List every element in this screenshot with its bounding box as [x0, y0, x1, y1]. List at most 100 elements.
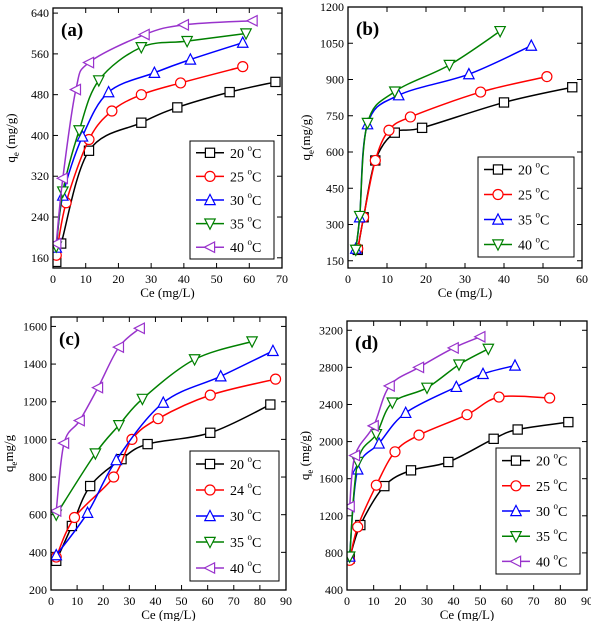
legend-value: 25 — [518, 189, 536, 204]
x-tick-label: 20 — [420, 272, 432, 286]
data-point — [443, 456, 454, 468]
data-point — [369, 154, 381, 167]
legend-marker — [492, 164, 504, 175]
legend-value: 25 — [536, 480, 554, 495]
legend-degree: o — [248, 454, 253, 464]
y-tick-label: 1200 — [23, 395, 47, 409]
data-point — [450, 379, 463, 393]
legend-unit: C — [252, 510, 261, 525]
legend-unit: C — [540, 214, 549, 229]
y-tick-label: 3200 — [319, 323, 343, 337]
series-30 — [51, 343, 280, 561]
panel-label: (b) — [356, 19, 379, 40]
data-point — [172, 102, 183, 113]
data-point — [461, 409, 473, 421]
data-point — [389, 446, 401, 458]
data-point — [541, 70, 553, 83]
y-tick-label: 750 — [326, 109, 344, 123]
data-point — [214, 369, 227, 382]
legend-label: 40 oC — [536, 551, 567, 570]
x-tick-label: 30 — [421, 594, 433, 608]
x-tick-label: 60 — [243, 272, 255, 286]
y-axis-label-main: q — [298, 153, 313, 160]
x-tick-label: 10 — [381, 272, 393, 286]
data-point — [176, 18, 190, 32]
data-point — [270, 76, 281, 88]
y-tick-label: 320 — [31, 169, 49, 183]
legend-unit: C — [540, 189, 549, 204]
data-point — [493, 25, 507, 39]
data-point — [475, 86, 487, 98]
data-point — [266, 343, 280, 357]
data-point — [84, 480, 96, 492]
data-point — [563, 416, 574, 428]
x-tick-label: 70 — [528, 594, 540, 608]
legend-label: 35 oC — [230, 532, 261, 551]
legend-value: 30 — [230, 194, 248, 209]
y-tick-label: 1200 — [320, 0, 344, 14]
legend-degree: o — [554, 501, 559, 511]
legend-label: 30 oC — [230, 190, 261, 209]
x-tick-label: 50 — [176, 594, 188, 608]
series-30 — [347, 358, 522, 562]
legend-unit: C — [252, 458, 261, 473]
legend-unit: C — [252, 536, 261, 551]
data-point — [265, 399, 276, 410]
data-point — [111, 340, 125, 354]
data-point — [508, 358, 522, 371]
y-axis-label-unit: (mg/g) — [297, 431, 312, 470]
x-tick-label: 50 — [537, 272, 549, 286]
x-axis-label: Ce (mg/L) — [140, 285, 195, 300]
x-tick-label: 70 — [228, 594, 240, 608]
y-tick-label: 800 — [29, 470, 47, 484]
data-point — [245, 336, 259, 349]
y-tick-label: 200 — [29, 583, 47, 597]
y-tick-label: 2400 — [319, 397, 343, 411]
legend-label: 35 oC — [518, 210, 549, 229]
x-tick-label: 90 — [581, 594, 591, 608]
plot-frame — [52, 7, 283, 269]
data-point — [567, 82, 578, 93]
data-point — [361, 117, 374, 130]
legend-label: 40 oC — [230, 558, 261, 577]
series-40 — [347, 330, 486, 513]
data-point — [224, 86, 235, 98]
data-point — [137, 28, 150, 41]
data-point — [420, 382, 434, 395]
legend-degree: o — [248, 237, 253, 247]
data-point — [352, 521, 364, 533]
x-tick-label: 70 — [276, 272, 288, 286]
y-tick-label: 1400 — [23, 357, 47, 371]
y-tick-label: 640 — [31, 6, 49, 20]
legend-value: 20 — [230, 147, 248, 162]
panel-label: (d) — [355, 333, 378, 354]
x-axis-label: Ce (mg/L) — [438, 285, 493, 300]
series-35 — [53, 28, 253, 254]
x-axis-label: Ce (mg/L) — [141, 607, 196, 621]
y-tick-label: 1000 — [23, 432, 47, 446]
legend-unit: C — [252, 484, 261, 499]
legend-value: 20 — [536, 455, 554, 470]
y-tick-label: 450 — [326, 181, 344, 195]
y-axis-label-unit: (mg/g) — [298, 115, 313, 150]
y-axis-label-sub: e — [306, 150, 316, 154]
data-point — [512, 424, 523, 435]
y-axis-label-main: q — [297, 473, 312, 480]
x-tick-label: 80 — [554, 594, 566, 608]
y-axis-label: qemg/g — [1, 434, 19, 472]
legend-unit: C — [252, 218, 261, 233]
data-point — [405, 465, 417, 476]
legend-label: 25 oC — [518, 185, 549, 204]
x-tick-label: 0 — [344, 594, 350, 608]
legend-marker — [203, 241, 216, 254]
y-tick-label: 800 — [325, 546, 343, 560]
y-axis-label-main: q — [1, 465, 16, 472]
x-tick-label: 10 — [71, 594, 83, 608]
legend-degree: o — [554, 526, 559, 536]
legend-degree: o — [536, 185, 541, 195]
legend-label: 30 oC — [536, 501, 567, 520]
legend-marker — [204, 484, 216, 496]
legend-value: 40 — [518, 239, 536, 254]
legend-marker — [492, 188, 504, 201]
legend-marker — [509, 530, 523, 544]
